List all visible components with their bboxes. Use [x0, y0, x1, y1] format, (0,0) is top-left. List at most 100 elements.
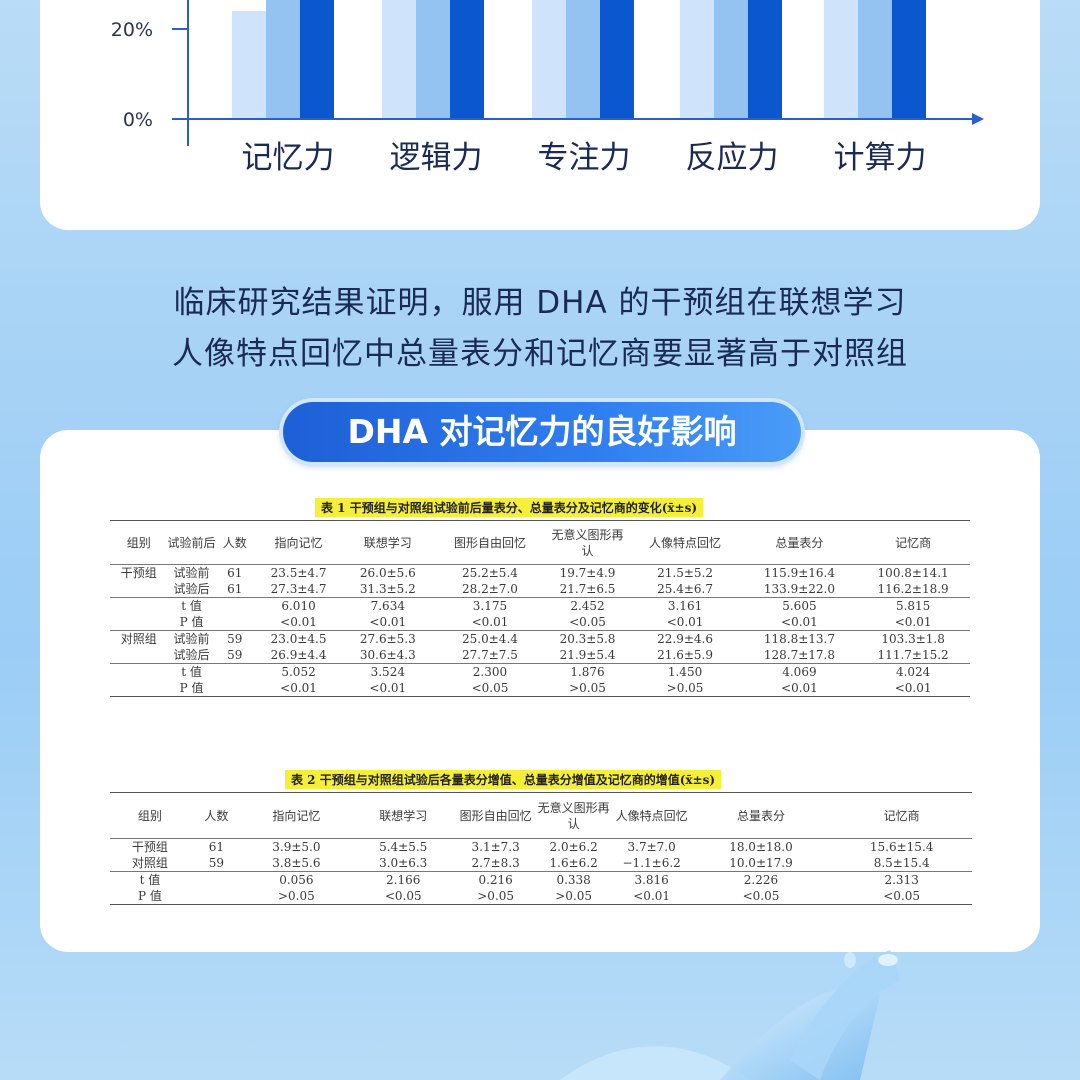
table-row: P 值 >0.05 <0.05 >0.05 >0.05 <0.01 <0.05 <0.05: [110, 888, 972, 905]
table-row: 对照组 试验前 59 23.0±4.5 27.6±5.3 25.0±4.4 20.3±5.8…: [110, 630, 970, 648]
table-header-cell: 联想学习: [363, 535, 412, 550]
table-cell: [110, 614, 168, 631]
table-cell: P 值: [179, 615, 204, 629]
table-header-cell: 试验前后: [167, 535, 216, 550]
table-row: t 值 5.052 3.524 2.300 1.876 1.450 4.069 4.024: [110, 663, 970, 681]
bar-逻辑力-1: [416, 0, 450, 119]
table-cell: >0.05: [277, 889, 315, 903]
table-cell: <0.05: [883, 889, 921, 903]
table-cell: t 值: [181, 599, 202, 613]
table-header-cell: 图形自由回忆: [459, 808, 532, 823]
table-cell: 61: [227, 582, 243, 596]
table-cell: 21.7±6.5: [559, 582, 616, 596]
table-cell: <0.01: [369, 681, 407, 695]
table-cell: 21.5±5.2: [657, 566, 713, 580]
table-cell: 25.4±6.7: [657, 582, 713, 596]
table-cell: 2.226: [743, 873, 779, 887]
table-cell: 6.010: [281, 599, 316, 613]
table-cell: 试验后: [173, 648, 210, 662]
table-cell: <0.01: [781, 615, 818, 629]
table-cell: 0.056: [279, 873, 314, 887]
table-cell: 3.0±6.3: [379, 856, 428, 870]
table-cell: 试验后: [173, 582, 210, 596]
table-cell: P 值: [179, 681, 204, 695]
table-row: P 值 <0.01 <0.01 <0.05 >0.05 >0.05 <0.01 <0.01: [110, 680, 970, 697]
table-cell: [190, 888, 243, 905]
table-cell: 2.300: [472, 665, 508, 679]
table-2-title: 表 2 干预组与对照组试验后各量表分增值、总量表分增值及记忆商的增值(x̄±s): [285, 770, 722, 789]
table-cell: 19.7±4.9: [559, 566, 616, 580]
bar-反应力-2: [748, 0, 782, 119]
table-cell: 15.6±15.4: [869, 840, 934, 854]
table-row: 试验后 59 26.9±4.4 30.6±4.3 27.7±7.5 21.9±5.4 21.…: [110, 647, 970, 664]
table-cell: 3.161: [667, 599, 703, 613]
table-1: 表 1 干预组与对照组试验前后量表分、总量表分及记忆商的变化(x̄±s) 组别试…: [110, 498, 970, 708]
table-cell: 61: [208, 840, 224, 854]
table-header-cell: 记忆商: [883, 808, 920, 823]
table-cell: 28.2±7.0: [462, 582, 518, 596]
table-cell: <0.01: [666, 615, 704, 629]
table-cell: 4.024: [895, 665, 931, 679]
table-cell: −1.1±6.2: [622, 856, 681, 870]
table-cell: 试验前: [173, 566, 210, 580]
table-cell: [190, 872, 243, 889]
table-cell: 26.9±4.4: [270, 648, 327, 662]
bar-专注力-1: [566, 0, 600, 119]
table-cell: >0.05: [477, 889, 515, 903]
table-cell: [216, 664, 254, 681]
table-cell: 对照组: [120, 632, 157, 646]
table-cell: 1.450: [667, 665, 703, 679]
table-2-grid: 组别 人数 指向记忆 联想学习 图形自由回忆 无意义图形再认 人像特点回忆 总量表分 记忆商 干…: [110, 792, 972, 905]
table-cell: 3.816: [634, 873, 669, 887]
table-header-cell: 指向记忆: [272, 808, 321, 823]
table-cell: 100.8±14.1: [877, 566, 949, 580]
table-cell: 5.4±5.5: [379, 840, 428, 854]
table-header-cell: 组别: [126, 535, 151, 550]
table-cell: t 值: [181, 665, 202, 679]
table-cell: 103.3±1.8: [881, 632, 945, 646]
table-header-cell: 总量表分: [736, 808, 785, 823]
x-category-label: 逻辑力: [390, 140, 483, 176]
table-cell: 27.7±7.5: [462, 648, 518, 662]
bar-计算力-1: [858, 0, 892, 119]
bar-记忆力-0: [232, 11, 266, 119]
table-cell: <0.05: [384, 889, 422, 903]
table-cell: <0.01: [369, 615, 407, 629]
table-cell: 118.8±13.7: [763, 632, 835, 646]
table-cell: 20.3±5.8: [559, 632, 616, 646]
table-header-cell: 指向记忆: [274, 535, 323, 550]
bar-逻辑力-2: [450, 0, 484, 119]
table-cell: [216, 598, 254, 615]
table-cell: 3.9±5.0: [272, 840, 321, 854]
table-cell: [216, 614, 254, 631]
table-cell: 2.313: [884, 873, 919, 887]
table-cell: >0.05: [666, 681, 704, 695]
table-cell: 对照组: [131, 856, 168, 870]
table-cell: 1.876: [570, 665, 605, 679]
table-cell: 21.6±5.9: [657, 648, 713, 662]
table-cell: <0.01: [894, 681, 932, 695]
table-cell: 3.7±7.0: [627, 840, 676, 854]
table-header-cell: 组别: [137, 808, 162, 823]
table-header-cell: 人数: [222, 535, 247, 550]
table-cell: 2.7±8.3: [471, 856, 520, 870]
bar-专注力-2: [600, 0, 634, 119]
x-axis-arrow: [972, 113, 984, 125]
table-cell: 27.6±5.3: [359, 632, 416, 646]
table-cell: 22.9±4.6: [657, 632, 713, 646]
y-tick-label: 20%: [111, 19, 153, 41]
table-cell: 1.6±6.2: [549, 856, 598, 870]
bar-记忆力-2: [300, 0, 334, 119]
table-cell: 23.0±4.5: [270, 632, 327, 646]
table-cell: 30.6±4.3: [359, 648, 416, 662]
table-cell: 5.605: [782, 599, 817, 613]
table-header-cell: 人数: [204, 808, 229, 823]
table-header-cell: 图形自由回忆: [453, 535, 526, 550]
table-cell: 3.1±7.3: [471, 840, 520, 854]
table-cell: [110, 647, 168, 664]
x-category-label: 专注力: [538, 140, 631, 176]
caption-line-1: 临床研究结果证明，服用 DHA 的干预组在联想学习: [173, 285, 907, 321]
table-cell: [110, 680, 168, 697]
table-cell: 59: [227, 632, 243, 646]
x-category-label: 反应力: [686, 140, 779, 176]
